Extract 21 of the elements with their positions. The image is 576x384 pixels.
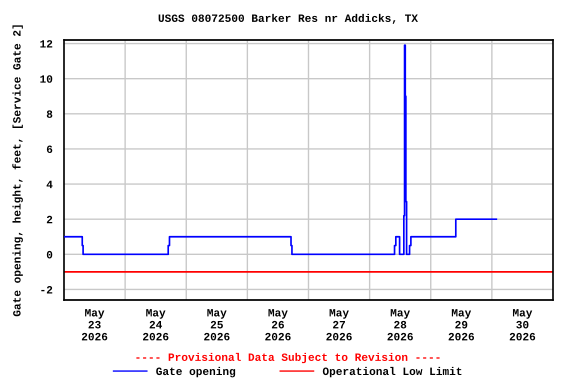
legend-label: Operational Low Limit <box>322 366 462 378</box>
y-tick-label: 6 <box>46 146 52 154</box>
y-tick-label: -2 <box>41 286 52 294</box>
x-tick-label: May 27 2026 <box>326 309 352 340</box>
x-tick-label: May 29 2026 <box>448 309 474 340</box>
y-tick-label: 8 <box>46 110 52 118</box>
y-axis-title: Gate opening, height, feet, [Service Gate 2] <box>12 25 23 316</box>
legend-label: Gate opening <box>156 366 236 378</box>
x-tick-label: May 23 2026 <box>82 309 108 340</box>
y-tick-label: 0 <box>46 250 52 258</box>
y-tick-label: 12 <box>40 40 52 48</box>
y-tick-label: 4 <box>46 180 53 188</box>
x-tick-label: May 26 2026 <box>265 309 291 340</box>
x-tick-label: May 30 2026 <box>510 309 536 340</box>
y-tick-label: 10 <box>40 75 52 83</box>
chart-title: USGS 08072500 Barker Res nr Addicks, TX <box>158 14 418 24</box>
x-tick-label: May 24 2026 <box>143 309 168 340</box>
y-tick-label: 2 <box>46 216 52 224</box>
x-tick-label: May 28 2026 <box>388 309 413 340</box>
x-tick-label: May 25 2026 <box>204 309 230 340</box>
text: ---- Provisional Data Subject to Revision ---- <box>136 352 440 364</box>
